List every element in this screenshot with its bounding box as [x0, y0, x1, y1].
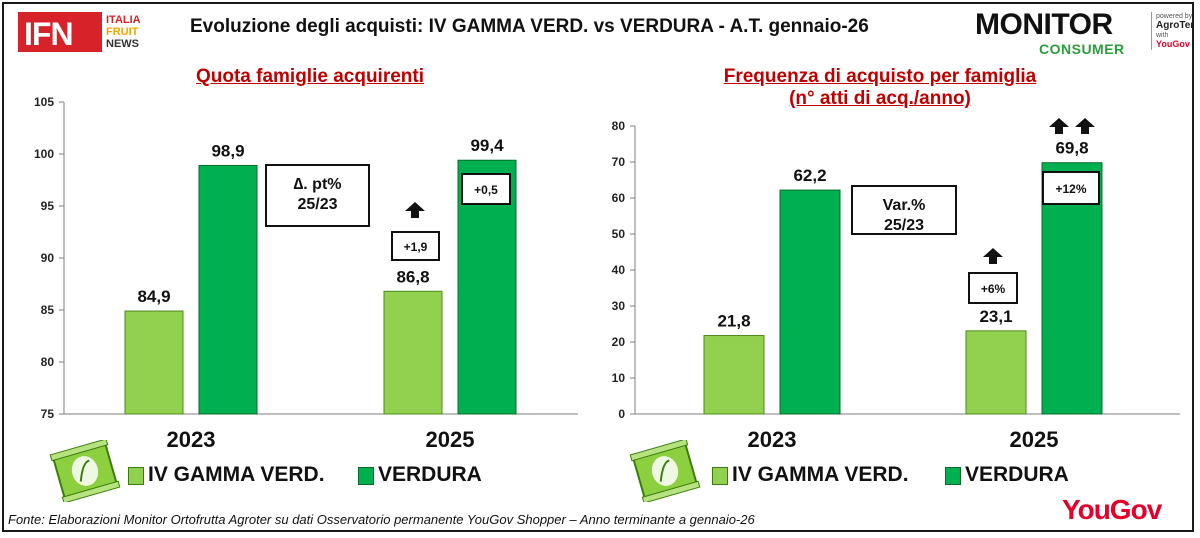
- bar-iv-gamma: [703, 335, 765, 415]
- y-tick-label: 105: [34, 95, 54, 109]
- up-arrow-icon: [983, 248, 1003, 264]
- data-label: 98,9: [211, 141, 244, 160]
- powered-by-text: powered by: [1156, 13, 1193, 20]
- delta-box-text: 25/23: [297, 196, 337, 213]
- chart2-title-line2: (n° atti di acq./anno): [789, 88, 971, 109]
- monitor-consumer-logo: MONITOR CONSUMER powered by AgroTer with…: [975, 8, 1194, 58]
- consumer-logo-text: CONSUMER: [1039, 41, 1125, 57]
- delta-value-label: +6%: [981, 282, 1006, 296]
- legend-label-iv-gamma-2: IV GAMMA VERD.: [732, 463, 909, 486]
- data-label: 69,8: [1055, 139, 1088, 158]
- data-label: 23,1: [979, 307, 1012, 326]
- legend-label-verdura-2: VERDURA: [965, 463, 1069, 486]
- delta-value-label: +1,9: [404, 240, 428, 254]
- powered-by-block: powered by AgroTer with YouGov: [1151, 12, 1194, 50]
- bar-verdura: [779, 189, 841, 415]
- yougov-small-text: YouGov: [1156, 39, 1190, 49]
- ifn-logo: IFN ITALIA FRUIT NEWS: [18, 12, 146, 52]
- ifn-logo-box: IFN: [18, 12, 102, 52]
- y-tick-label: 85: [41, 303, 55, 317]
- legend-label-verdura: VERDURA: [378, 463, 482, 486]
- delta-value-label: +0,5: [474, 183, 498, 197]
- delta-box-text: Var.%: [883, 197, 926, 214]
- chart2-title-line1: Frequenza di acquisto per famiglia: [723, 66, 1037, 87]
- salad-pack-icon-left: [48, 438, 122, 507]
- salad-pack-icon: [629, 438, 701, 504]
- x-category-label: 2025: [1010, 427, 1059, 452]
- salad-pack-icon: [49, 438, 121, 504]
- y-tick-label: 95: [41, 199, 55, 213]
- up-arrow-icon: [1075, 118, 1095, 134]
- bar-iv-gamma: [383, 290, 443, 415]
- agroter-text: AgroTer: [1156, 20, 1195, 31]
- legend-label-iv-gamma: IV GAMMA VERD.: [148, 463, 325, 486]
- with-text: with: [1156, 32, 1169, 39]
- x-category-label: 2025: [426, 427, 475, 452]
- bar-verdura: [198, 164, 258, 415]
- salad-pack-icon-right: [628, 438, 702, 507]
- ifn-line-2: FRUIT: [106, 26, 139, 38]
- y-tick-label: 80: [612, 119, 626, 133]
- data-label: 21,8: [717, 312, 750, 331]
- legend-swatch-iv-gamma: [128, 467, 144, 485]
- delta-value-box: [1042, 171, 1100, 205]
- x-category-label: 2023: [748, 427, 797, 452]
- delta-value-box: [461, 173, 511, 205]
- delta-box-text: ∆. pt%: [293, 176, 341, 193]
- y-tick-label: 40: [612, 263, 626, 277]
- delta-box: [265, 164, 370, 227]
- delta-box: [851, 185, 957, 235]
- y-tick-label: 60: [612, 191, 626, 205]
- delta-box-text: 25/23: [884, 217, 924, 234]
- chart2-title: Frequenza di acquisto per famiglia (n° a…: [650, 66, 1110, 110]
- ifn-line-3: NEWS: [106, 38, 139, 50]
- y-tick-label: 100: [34, 147, 54, 161]
- data-label: 84,9: [137, 287, 170, 306]
- data-label: 62,2: [793, 166, 826, 185]
- bar-iv-gamma: [124, 310, 184, 415]
- data-label: 86,8: [396, 267, 429, 286]
- chart1-svg: 75 80 85 90 95 100 105 2023 84,9 98,9 2025 86,8 99,4…: [34, 95, 578, 452]
- y-tick-label: 20: [612, 335, 626, 349]
- delta-value-box: [391, 231, 440, 261]
- up-arrow-icon: [405, 202, 425, 218]
- y-tick-label: 80: [41, 355, 55, 369]
- bar-iv-gamma: [965, 330, 1027, 415]
- page-title: Evoluzione degli acquisti: IV GAMMA VERD…: [190, 16, 869, 37]
- y-tick-label: 10: [612, 371, 626, 385]
- y-tick-label: 0: [618, 407, 625, 421]
- legend-swatch-verdura-2: [945, 467, 961, 485]
- data-label: 99,4: [470, 136, 504, 155]
- delta-value-label: +12%: [1055, 182, 1086, 196]
- y-tick-label: 30: [612, 299, 626, 313]
- ifn-logo-letters: IFN: [24, 16, 74, 52]
- legend-swatch-verdura: [358, 467, 374, 485]
- chart2-svg: 0 10 20 30 40 50 60 70 80 2023 21,8 62,2 2025 23,1 69,…: [612, 118, 1180, 452]
- x-category-label: 2023: [167, 427, 216, 452]
- monitor-logo-text: MONITOR: [975, 8, 1113, 41]
- yougov-logo: YouGov: [1062, 494, 1162, 525]
- y-tick-label: 70: [612, 155, 626, 169]
- source-footnote: Fonte: Elaborazioni Monitor Ortofrutta A…: [8, 512, 755, 527]
- figure-frame: [2, 2, 1194, 532]
- y-tick-label: 90: [41, 251, 55, 265]
- ifn-logo-text: ITALIA FRUIT NEWS: [106, 14, 141, 50]
- up-arrow-icon: [1049, 118, 1069, 134]
- delta-value-box: [968, 272, 1018, 304]
- y-tick-label: 75: [41, 407, 55, 421]
- legend-swatch-iv-gamma-2: [712, 467, 728, 485]
- ifn-line-1: ITALIA: [106, 14, 141, 26]
- y-tick-label: 50: [612, 227, 626, 241]
- chart1-title: Quota famiglie acquirenti: [195, 66, 425, 87]
